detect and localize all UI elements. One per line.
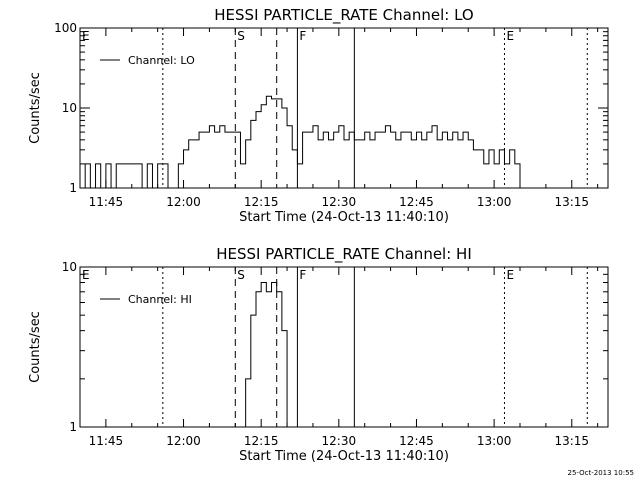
x-tick-label: 12:15 <box>244 434 279 448</box>
x-tick-label: 12:30 <box>322 434 357 448</box>
x-tick-label: 13:15 <box>554 195 589 209</box>
plot-timestamp: 25-Oct-2013 10:55 <box>567 469 634 477</box>
y-tick-label: 100 <box>54 21 77 35</box>
y-axis-label: Counts/sec <box>28 72 43 144</box>
event-marker-label: F <box>299 29 306 43</box>
x-axis-label: Start Time (24-Oct-13 11:40:10) <box>239 449 449 464</box>
y-tick-label: 10 <box>62 101 77 115</box>
plot-frame <box>79 266 609 428</box>
event-marker-label: F <box>299 268 306 282</box>
x-tick-label: 12:45 <box>399 195 434 209</box>
event-marker-label: E <box>82 268 90 282</box>
x-tick-label: 12:15 <box>244 195 279 209</box>
x-tick-label: 11:45 <box>89 434 124 448</box>
event-marker-label: E <box>82 29 90 43</box>
chart-title: HESSI PARTICLE_RATE Channel: HI <box>216 245 472 264</box>
legend-entry: Channel: LO <box>128 54 195 67</box>
x-tick-label: 12:00 <box>166 434 201 448</box>
x-tick-label: 13:00 <box>477 195 512 209</box>
event-marker-label: S <box>237 268 245 282</box>
y-tick-label: 1 <box>69 181 77 195</box>
panel-1: HESSI PARTICLE_RATE Channel: LO 1 10 100 Cou… <box>28 6 609 225</box>
x-tick-label: 11:45 <box>89 195 124 209</box>
y-tick-label: 10 <box>62 260 77 274</box>
legend-entry: Channel: HI <box>128 293 192 306</box>
y-tick-label: 1 <box>69 420 77 434</box>
x-tick-label: 13:00 <box>477 434 512 448</box>
x-axis-label: Start Time (24-Oct-13 11:40:10) <box>239 210 449 225</box>
panel-2: HESSI PARTICLE_RATE Channel: HI 1 10 Counts… <box>28 245 609 464</box>
series-line <box>240 282 288 428</box>
event-marker-label: E <box>506 29 514 43</box>
y-axis-label: Counts/sec <box>28 311 43 383</box>
event-marker-label: S <box>237 29 245 43</box>
x-tick-label: 12:45 <box>399 434 434 448</box>
x-tick-label: 13:15 <box>554 434 589 448</box>
event-marker-label: E <box>506 268 514 282</box>
chart-title: HESSI PARTICLE_RATE Channel: LO <box>214 6 473 25</box>
x-tick-label: 12:00 <box>166 195 201 209</box>
x-tick-label: 12:30 <box>322 195 357 209</box>
series-line <box>80 95 608 189</box>
